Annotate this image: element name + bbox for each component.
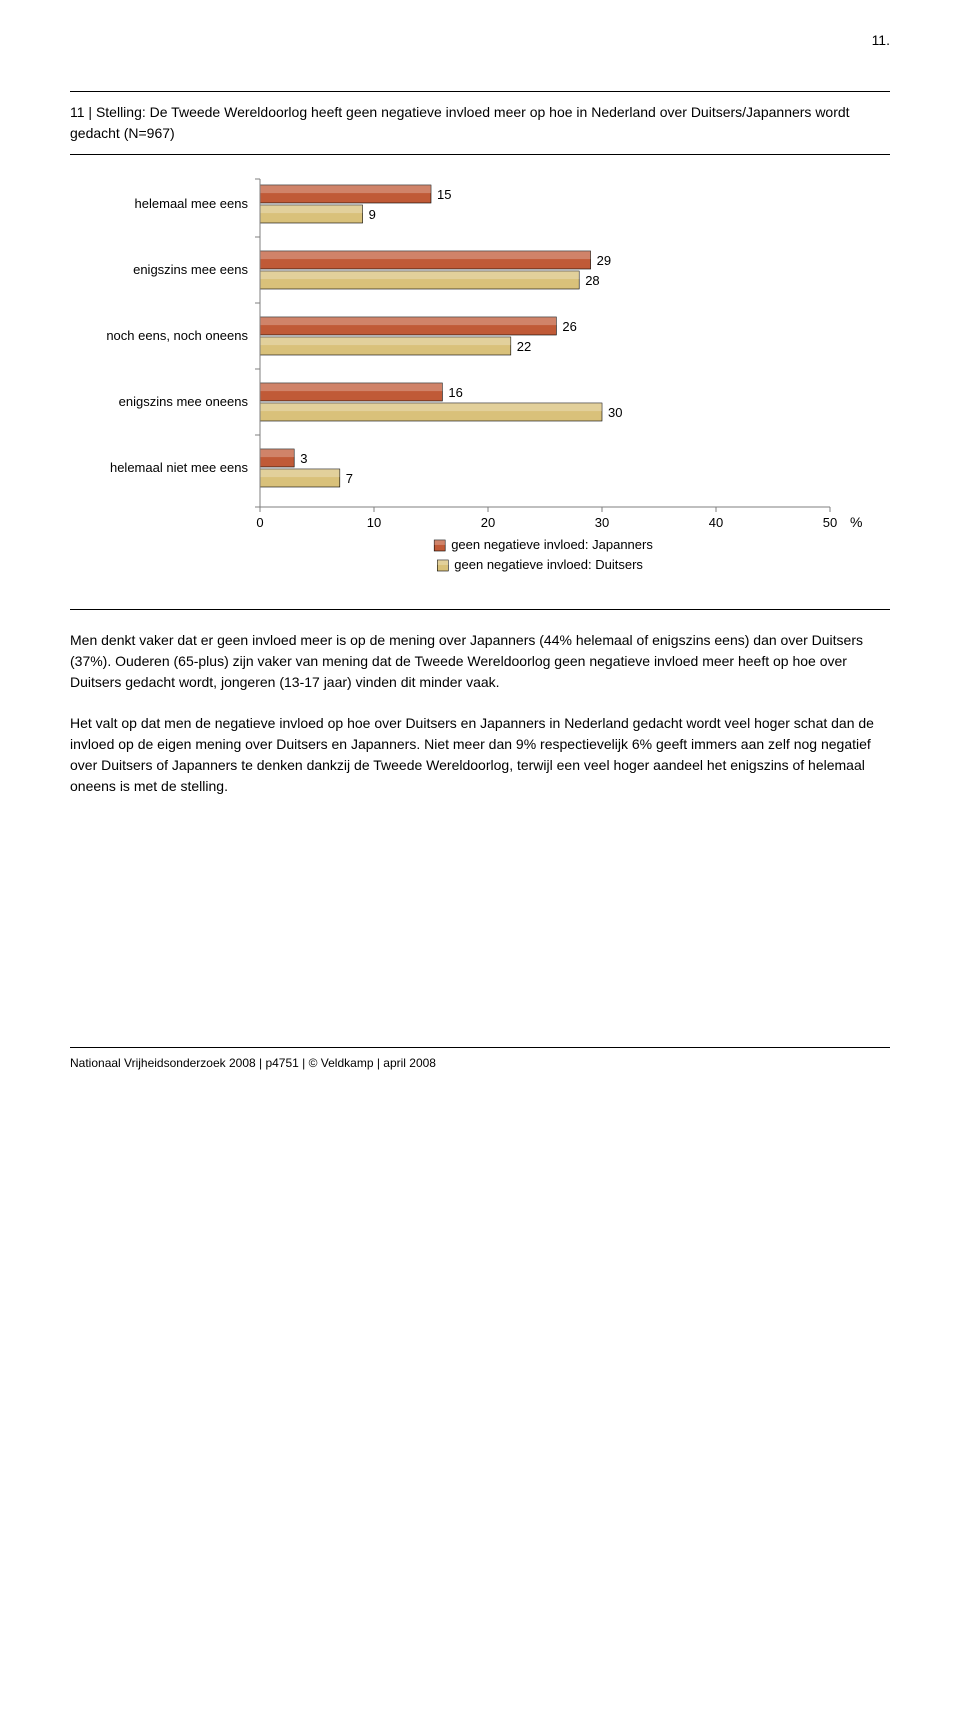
legend-swatch-highlight [437,560,448,565]
category-label: helemaal mee eens [135,196,249,211]
bar-value-label: 9 [369,207,376,222]
bar-value-label: 15 [437,187,451,202]
bar-chart: helemaal mee eens 15 9 enigszins mee eens 29… [70,175,890,599]
bar-highlight [260,251,591,259]
bar-highlight [260,337,511,345]
bar-value-label: 30 [608,405,622,420]
x-tick-label: 0 [256,515,263,530]
page-number: 11. [70,30,890,51]
x-axis-suffix: % [850,514,862,530]
bar-value-label: 3 [300,451,307,466]
paragraph-2: Het valt op dat men de negatieve invloed… [70,713,890,797]
bar-value-label: 26 [562,319,576,334]
bar-highlight [260,271,579,279]
bar-highlight [260,185,431,193]
bar-value-label: 28 [585,273,599,288]
x-tick-label: 20 [481,515,495,530]
x-tick-label: 40 [709,515,723,530]
bar-highlight [260,205,363,213]
bar-highlight [260,317,556,325]
bar-value-label: 16 [448,385,462,400]
bar-value-label: 29 [597,253,611,268]
bar-highlight [260,449,294,457]
bar-value-label: 22 [517,339,531,354]
footer-text: Nationaal Vrijheidsonderzoek 2008 | p475… [70,1054,890,1072]
x-tick-label: 30 [595,515,609,530]
chart-title: 11 | Stelling: De Tweede Wereldoorlog he… [70,98,890,148]
paragraph-1: Men denkt vaker dat er geen invloed meer… [70,630,890,693]
category-label: enigszins mee oneens [119,394,249,409]
legend-label: geen negatieve invloed: Duitsers [454,557,643,572]
bar-highlight [260,383,442,391]
rule-bottom [70,609,890,610]
legend-swatch-highlight [434,540,445,545]
category-label: helemaal niet mee eens [110,460,249,475]
category-label: noch eens, noch oneens [106,328,248,343]
chart-svg: helemaal mee eens 15 9 enigszins mee eens 29… [70,175,890,599]
bar-highlight [260,469,340,477]
bar-highlight [260,403,602,411]
rule-top-2 [70,154,890,155]
legend-label: geen negatieve invloed: Japanners [451,537,653,552]
x-tick-label: 10 [367,515,381,530]
category-label: enigszins mee eens [133,262,248,277]
rule-top-1 [70,91,890,92]
footer-rule [70,1047,890,1048]
x-tick-label: 50 [823,515,837,530]
bar-value-label: 7 [346,471,353,486]
